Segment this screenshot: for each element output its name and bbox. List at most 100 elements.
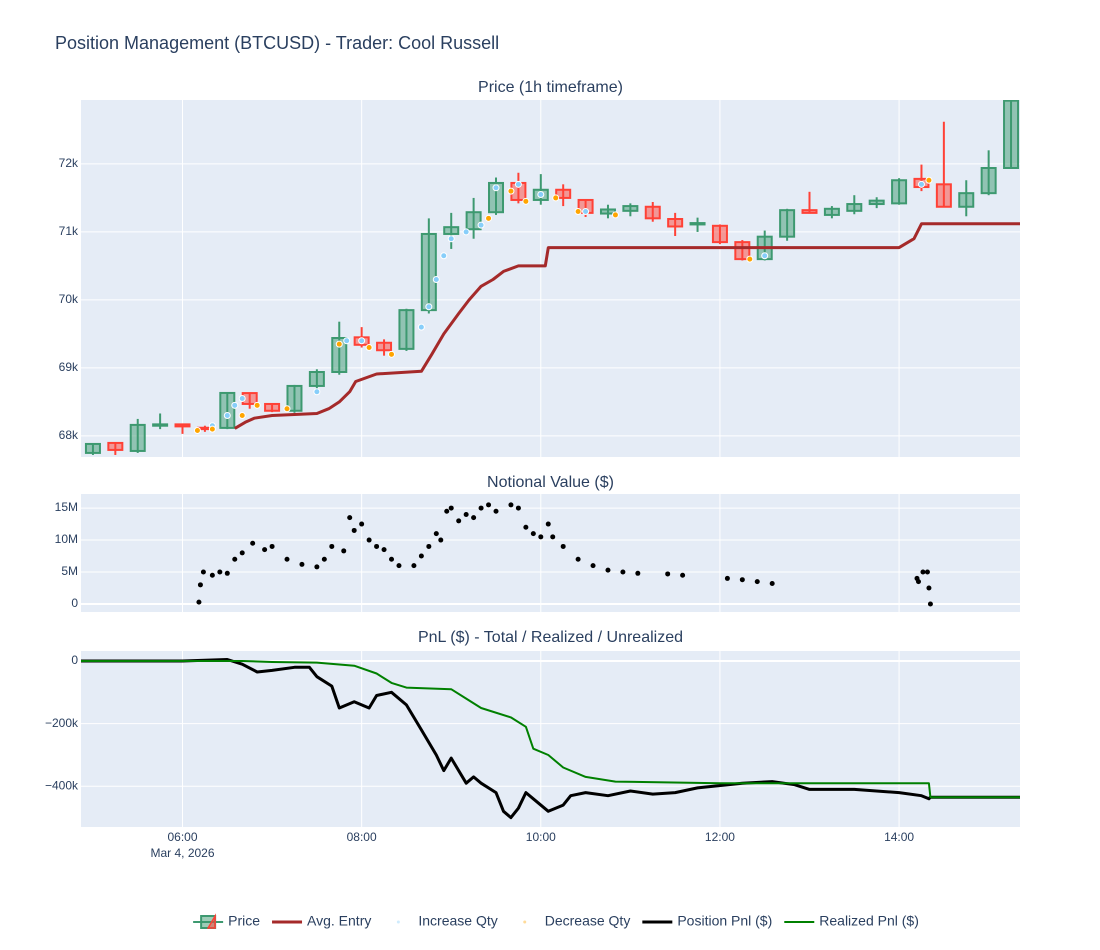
candle-body: [667, 218, 684, 228]
legend-label: Increase Qty: [418, 913, 497, 929]
legend-item: Position Pnl ($): [642, 913, 772, 929]
data-point: [620, 569, 626, 575]
data-point: [417, 323, 425, 331]
x-tick-label: 14:00: [884, 830, 914, 844]
data-point: [224, 570, 230, 576]
candle-body: [958, 192, 975, 208]
data-point: [514, 180, 522, 188]
data-point: [440, 252, 448, 260]
data-point: [507, 187, 515, 195]
data-point: [746, 255, 754, 263]
x-tick-label: 06:00: [167, 830, 197, 844]
data-point: [582, 208, 590, 216]
data-point: [560, 543, 566, 549]
data-point: [374, 543, 380, 549]
plot-area: [196, 502, 933, 607]
y-tick-label: 68k: [59, 428, 79, 442]
data-point: [927, 601, 933, 607]
data-point: [232, 556, 238, 562]
legend-item: Avg. Entry: [272, 913, 371, 929]
candle-body: [219, 391, 236, 429]
data-point: [366, 537, 372, 543]
data-point: [197, 582, 203, 588]
data-point: [253, 401, 261, 409]
candle-body: [1003, 100, 1020, 169]
data-point: [250, 540, 256, 546]
candle-body: [331, 337, 348, 373]
data-point: [515, 505, 521, 511]
legend-label: Realized Pnl ($): [819, 913, 919, 929]
candle-body: [152, 423, 169, 427]
candle-body: [286, 384, 303, 412]
candle-body: [622, 205, 639, 212]
data-point: [456, 518, 462, 524]
data-point: [389, 556, 395, 562]
data-point: [508, 502, 514, 508]
data-point: [238, 395, 246, 403]
data-point: [493, 508, 499, 514]
data-point: [680, 572, 686, 578]
candle-body: [465, 211, 482, 231]
candle-body: [689, 222, 706, 226]
data-point: [739, 577, 745, 583]
candle-body: [443, 226, 460, 235]
data-point: [611, 211, 619, 219]
data-point: [477, 221, 485, 229]
x-tick-label: 10:00: [526, 830, 556, 844]
candle-body: [846, 203, 863, 212]
x-tick-label: 08:00: [347, 830, 377, 844]
candle-body: [308, 371, 325, 387]
data-point: [761, 252, 769, 260]
data-point: [917, 180, 925, 188]
data-point: [329, 543, 335, 549]
candle-body: [174, 423, 191, 428]
legend: Price Avg. Entry Increase Qty Decrease Qty P…: [193, 913, 919, 929]
series-line: [234, 222, 1020, 430]
data-point: [238, 412, 246, 420]
series-line: [81, 658, 1020, 820]
y-tick-label: 0: [71, 653, 78, 667]
data-point: [478, 505, 484, 511]
data-point: [522, 197, 530, 205]
candle-body: [84, 442, 101, 454]
data-point: [269, 543, 275, 549]
data-point: [575, 556, 581, 562]
data-point: [545, 521, 551, 527]
plot-background: [81, 100, 1020, 457]
data-point: [537, 191, 545, 199]
y-tick-label: 5M: [61, 564, 78, 578]
legend-item: Decrease Qty: [523, 913, 630, 929]
data-point: [351, 527, 357, 533]
legend-symbol: [396, 920, 400, 924]
data-point: [388, 350, 396, 358]
data-point: [574, 208, 582, 216]
data-point: [447, 235, 455, 243]
data-point: [335, 340, 343, 348]
data-point: [347, 515, 353, 521]
plot-background: [81, 494, 1020, 612]
data-point: [381, 547, 387, 553]
data-point: [223, 412, 231, 420]
legend-symbol: [206, 913, 216, 929]
candle-body: [734, 241, 751, 261]
y-tick-label: 69k: [59, 360, 79, 374]
subplot-title: Price (1h timeframe): [478, 79, 623, 96]
data-point: [208, 425, 216, 433]
legend-label: Price: [228, 913, 260, 929]
candle-body: [107, 441, 124, 451]
data-point: [359, 521, 365, 527]
candle-body: [801, 209, 818, 214]
legend-symbol: [523, 920, 527, 924]
data-point: [523, 524, 529, 530]
data-point: [321, 556, 327, 562]
data-point: [425, 303, 433, 311]
data-point: [538, 534, 544, 540]
plot-area: [84, 100, 1020, 455]
data-point: [239, 550, 245, 556]
plot-area: [81, 658, 1020, 820]
legend-label: Position Pnl ($): [677, 913, 772, 929]
data-point: [341, 548, 347, 554]
y-tick-label: 10M: [55, 532, 78, 546]
subplot-title: Notional Value ($): [487, 474, 614, 491]
y-tick-label: 72k: [59, 156, 79, 170]
